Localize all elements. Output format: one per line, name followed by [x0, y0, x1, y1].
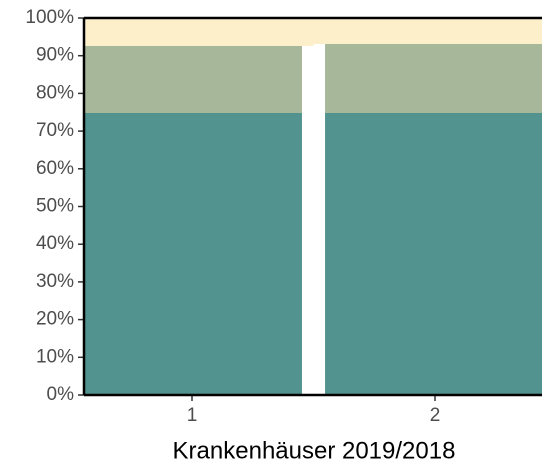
y-tick-label: 50%	[36, 196, 74, 217]
x-axis-title: Krankenhäuser 2019/2018	[173, 437, 456, 464]
bar-segment	[84, 46, 302, 113]
x-tick-label: 2	[430, 405, 441, 426]
bar-segment	[325, 44, 542, 113]
x-tick-label: 1	[187, 405, 198, 426]
y-tick-label: 80%	[36, 82, 74, 103]
y-tick-label: 20%	[36, 309, 74, 330]
y-tick-label: 90%	[36, 45, 74, 66]
y-tick-label: 30%	[36, 271, 74, 292]
bar-segment	[314, 18, 542, 44]
bar-segment	[84, 18, 314, 46]
y-tick-label: 40%	[36, 233, 74, 254]
y-tick-label: 60%	[36, 158, 74, 179]
y-tick-label: 70%	[36, 120, 74, 141]
y-tick-label: 0%	[47, 384, 75, 405]
bar-segment	[325, 113, 542, 395]
y-tick-label: 100%	[25, 7, 74, 28]
y-tick-label: 10%	[36, 346, 74, 367]
bar-segment	[84, 113, 302, 395]
